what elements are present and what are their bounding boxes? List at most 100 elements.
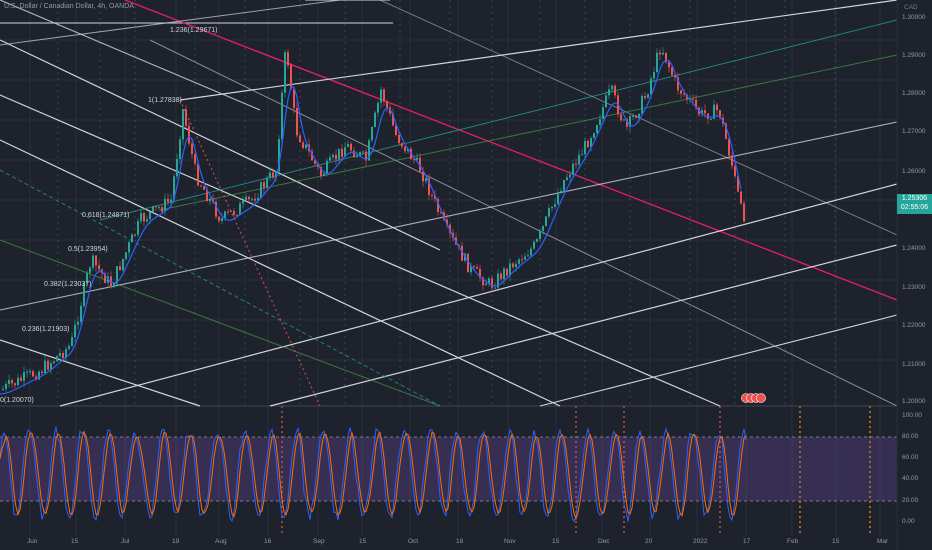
candle-body: [167, 198, 169, 202]
candle-body: [446, 219, 448, 225]
time-tick: Mar: [877, 538, 889, 545]
candle-body: [113, 283, 115, 288]
time-tick: Feb: [787, 538, 799, 545]
candle-body: [485, 283, 487, 286]
candle-body: [140, 213, 142, 222]
candle-body: [491, 278, 493, 288]
candle-body: [119, 266, 121, 271]
time-tick: Jul: [121, 538, 130, 545]
candle-body: [143, 213, 145, 222]
candle-body: [296, 107, 298, 136]
candle-body: [158, 207, 160, 209]
candle-body: [128, 242, 130, 253]
candle-body: [386, 101, 388, 108]
candle-body: [59, 352, 61, 356]
candle-body: [104, 273, 106, 284]
candle-body: [539, 230, 541, 239]
candle-body: [560, 190, 562, 193]
candle-body: [311, 151, 313, 161]
event-marker-icon[interactable]: [741, 393, 766, 403]
candle-body: [731, 155, 733, 166]
candle-body: [596, 124, 598, 134]
candle-body: [524, 256, 526, 260]
fib-label-1[interactable]: 1(1.27838): [148, 97, 182, 104]
candle-body: [20, 377, 22, 381]
stoch-d-line: [0, 430, 747, 521]
time-tick: Nov: [504, 538, 516, 545]
trend-line: [0, 94, 721, 407]
fib-label-0[interactable]: 0(1.20070): [0, 397, 34, 404]
candle-body: [734, 165, 736, 177]
candle-body: [467, 253, 469, 273]
candle-body: [251, 198, 253, 200]
candle-body: [194, 154, 196, 164]
candle-body: [695, 99, 697, 108]
candle-body: [44, 360, 46, 373]
trend-line: [0, 169, 441, 407]
candle-body: [8, 380, 10, 384]
candle-body: [509, 263, 511, 276]
candle-body: [392, 113, 394, 126]
candle-body: [365, 151, 367, 161]
candle-body: [380, 89, 382, 103]
trend-line: [0, 121, 898, 311]
candle-body: [146, 219, 148, 222]
candle-body: [11, 380, 13, 384]
candle-body: [461, 245, 463, 261]
candle-body: [404, 146, 406, 152]
candle-body: [536, 238, 538, 242]
candle-body: [14, 383, 16, 386]
candle-body: [137, 221, 139, 235]
price-tick: 1.26000: [902, 168, 926, 175]
candle-body: [572, 163, 574, 175]
trend-line: [0, 39, 441, 251]
candle-body: [545, 216, 547, 226]
candle-body: [83, 283, 85, 306]
candle-body: [581, 154, 583, 156]
candle-body: [224, 211, 226, 219]
candle-body: [515, 263, 517, 268]
candle-body: [320, 166, 322, 176]
time-tick: Dec: [598, 538, 610, 545]
candle-body: [62, 352, 64, 359]
candle-body: [542, 225, 544, 231]
candle-body: [5, 383, 7, 389]
candle-body: [620, 114, 622, 121]
candle-body: [716, 104, 718, 111]
candle-body: [323, 173, 325, 176]
candle-body: [566, 177, 568, 180]
time-tick: 18: [456, 538, 464, 545]
osc-tick: 0.00: [902, 518, 915, 525]
candle-body: [263, 182, 265, 188]
candle-body: [701, 110, 703, 115]
candle-body: [554, 204, 556, 207]
fib-label-1236[interactable]: 1.236(1.29671): [170, 27, 218, 34]
fib-label-0236[interactable]: 0.236(1.21903): [22, 326, 70, 333]
candle-body: [32, 371, 34, 377]
grid: [0, 0, 897, 536]
candle-body: [161, 207, 163, 212]
fib-label-0618[interactable]: 0.618(1.24871): [82, 212, 130, 219]
candle-body: [398, 134, 400, 144]
fib-label-0382[interactable]: 0.382(1.23037): [44, 281, 92, 288]
candle-body: [653, 72, 655, 79]
candle-body: [293, 89, 295, 108]
candle-body: [668, 61, 670, 68]
candle-body: [299, 135, 301, 143]
candle-body: [122, 258, 124, 271]
candle-body: [476, 266, 478, 269]
price-tick: 1.29000: [902, 52, 926, 59]
candle-body: [176, 159, 178, 177]
candle-body: [641, 95, 643, 114]
fib-label-05[interactable]: 0.5(1.23954): [68, 246, 108, 253]
candle-body: [632, 115, 634, 117]
candle-body: [131, 234, 133, 243]
candle-body: [665, 52, 667, 62]
osc-tick: 80.00: [902, 433, 919, 440]
candle-body: [89, 267, 91, 274]
osc-tick: 100.00: [902, 412, 922, 419]
time-tick: 20: [645, 538, 653, 545]
candle-body: [74, 324, 76, 338]
candle-body: [248, 196, 250, 200]
